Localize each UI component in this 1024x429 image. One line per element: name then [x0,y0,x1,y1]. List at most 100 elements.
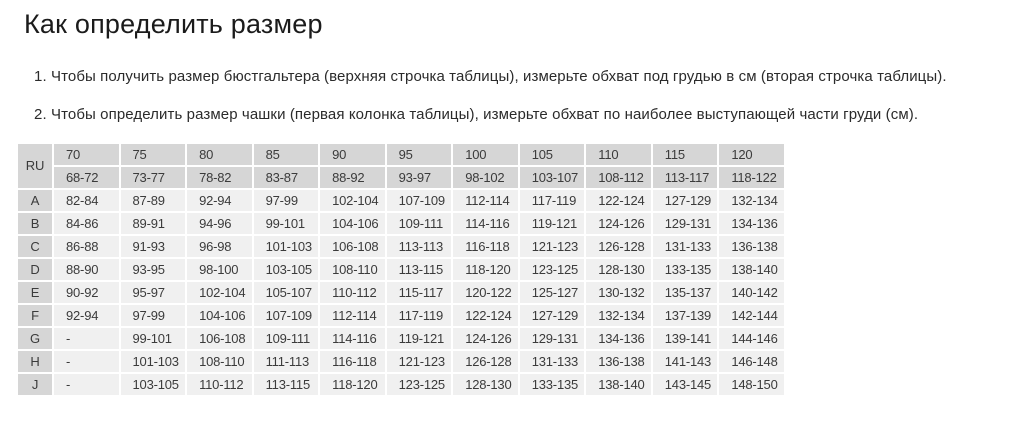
size-range-cell: 104-106 [187,304,252,326]
size-range-cell: 107-109 [253,304,319,326]
underbust-range-cell: 118-122 [719,166,784,188]
size-range-cell: 114-116 [320,327,385,349]
size-range-cell: 132-134 [586,304,651,326]
cup-row-F: F 92-94 97-99 104-106 107-109 112-114 117-119 1… [18,304,784,326]
size-range-cell: 99-101 [253,212,319,234]
cup-label-cell: B [18,212,52,234]
band-size-cell: 115 [652,143,718,165]
size-range-cell: 148-150 [719,373,784,395]
size-range-cell: 131-133 [652,235,718,257]
size-range-cell: - [54,350,119,372]
size-range-cell: 122-124 [453,304,518,326]
cup-row-C: C 86-88 91-93 96-98 101-103 106-108 113-113 116… [18,235,784,257]
size-range-cell: 129-131 [519,327,585,349]
cup-row-E: E 90-92 95-97 102-104 105-107 110-112 115-117 1… [18,281,784,303]
size-range-cell: 136-138 [719,235,784,257]
size-range-cell: 133-135 [652,258,718,280]
band-size-cell: 85 [253,143,319,165]
band-size-cell: 105 [519,143,585,165]
band-size-cell: 70 [54,143,119,165]
size-range-cell: - [54,373,119,395]
size-range-cell: 126-128 [586,235,651,257]
size-range-cell: 105-107 [253,281,319,303]
instructions: 1. Чтобы получить размер бюстгальтера (в… [34,66,1024,125]
cup-row-H: H -101-103 108-110 111-113 116-118 121-123 126… [18,350,784,372]
size-range-cell: 121-123 [386,350,452,372]
size-range-cell: 136-138 [586,350,651,372]
cup-label-cell: G [18,327,52,349]
underbust-range-cell: 73-77 [120,166,186,188]
size-range-cell: 101-103 [253,235,319,257]
size-range-cell: 107-109 [386,189,452,211]
size-range-cell: 101-103 [120,350,186,372]
size-table-body: A 82-84 87-89 92-94 97-99 102-104 107-109 112-1… [18,189,784,395]
underbust-range-cell: 98-102 [453,166,518,188]
size-table-header: RU 70 75 80 85 90 95 100 105 110 115 120 68-72 73-77 7… [18,143,784,188]
size-range-cell: 111-113 [253,350,319,372]
band-size-cell: 75 [120,143,186,165]
size-range-cell: 92-94 [54,304,119,326]
size-range-cell: 113-115 [386,258,452,280]
cup-label-cell: E [18,281,52,303]
size-range-cell: 97-99 [120,304,186,326]
size-range-cell: 140-142 [719,281,784,303]
size-range-cell: 138-140 [586,373,651,395]
size-range-cell: 135-137 [652,281,718,303]
size-range-cell: 102-104 [320,189,385,211]
size-range-cell: 118-120 [453,258,518,280]
size-range-cell: 103-105 [120,373,186,395]
size-range-cell: 116-118 [453,235,518,257]
size-range-cell: 97-99 [253,189,319,211]
cup-row-G: G -99-101 106-108 109-111 114-116 119-121 124-… [18,327,784,349]
size-range-cell: 113-115 [253,373,319,395]
cup-row-B: B 84-86 89-91 94-96 99-101 104-106 109-111 114-… [18,212,784,234]
underbust-range-cell: 103-107 [519,166,585,188]
cup-label-cell: C [18,235,52,257]
size-range-cell: 98-100 [187,258,252,280]
size-range-cell: 91-93 [120,235,186,257]
size-range-cell: 102-104 [187,281,252,303]
size-range-cell: 141-143 [652,350,718,372]
size-range-cell: 142-144 [719,304,784,326]
size-range-cell: 134-136 [719,212,784,234]
size-range-cell: 108-110 [187,350,252,372]
size-range-cell: 137-139 [652,304,718,326]
size-range-cell: 95-97 [120,281,186,303]
underbust-range-cell: 108-112 [586,166,651,188]
size-range-cell: 123-125 [386,373,452,395]
size-range-cell: 127-129 [652,189,718,211]
size-range-cell: 124-126 [453,327,518,349]
size-range-cell: 119-121 [386,327,452,349]
size-range-cell: 106-108 [320,235,385,257]
underbust-range-cell: 88-92 [320,166,385,188]
size-range-cell: 112-114 [320,304,385,326]
size-range-cell: 115-117 [386,281,452,303]
underbust-range-cell: 83-87 [253,166,319,188]
size-range-cell: 116-118 [320,350,385,372]
cup-label-cell: J [18,373,52,395]
size-range-cell: 113-113 [386,235,452,257]
size-range-cell: 114-116 [453,212,518,234]
size-range-cell: 90-92 [54,281,119,303]
size-range-cell: 110-112 [187,373,252,395]
size-range-cell: 88-90 [54,258,119,280]
size-range-cell: 128-130 [586,258,651,280]
size-range-cell: 112-114 [453,189,518,211]
size-range-cell: 132-134 [719,189,784,211]
size-range-cell: 103-105 [253,258,319,280]
size-range-cell: 104-106 [320,212,385,234]
size-range-cell: 129-131 [652,212,718,234]
size-range-cell: 120-122 [453,281,518,303]
size-range-cell: 126-128 [453,350,518,372]
size-range-cell: 124-126 [586,212,651,234]
underbust-range-cell: 78-82 [187,166,252,188]
size-range-cell: 93-95 [120,258,186,280]
size-range-cell: 118-120 [320,373,385,395]
size-table: RU 70 75 80 85 90 95 100 105 110 115 120 68-72 73-77 7… [16,141,786,397]
size-range-cell: 130-132 [586,281,651,303]
cup-label-cell: D [18,258,52,280]
band-size-row: RU 70 75 80 85 90 95 100 105 110 115 120 [18,143,784,188]
size-guide-section: Как определить размер 1. Чтобы получить … [16,9,1024,397]
underbust-range-cell: 93-97 [386,166,452,188]
size-range-cell: 121-123 [519,235,585,257]
